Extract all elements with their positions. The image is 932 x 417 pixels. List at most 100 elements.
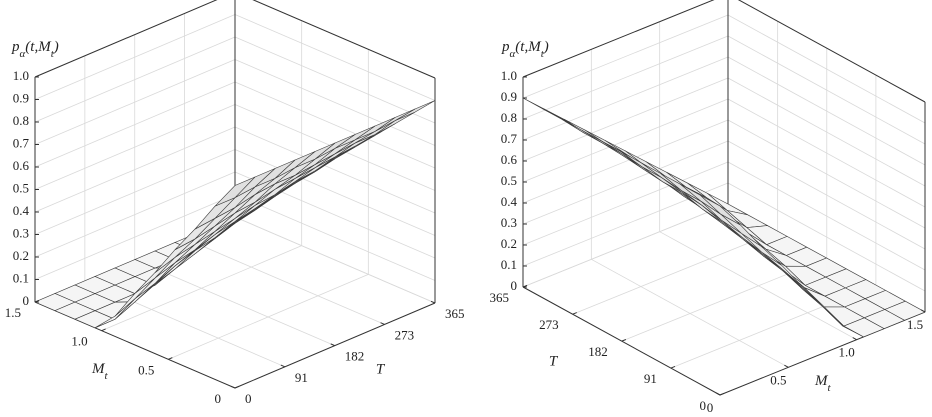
- grid-line: [234, 216, 436, 304]
- grid-line: [591, 258, 789, 368]
- y-tick-label: 0.5: [138, 362, 154, 377]
- tick-mark: [230, 385, 236, 389]
- tick-mark: [522, 284, 528, 288]
- axis-line: [522, 286, 721, 396]
- label-part: ): [543, 39, 549, 55]
- z-tick-label: 0.4: [13, 203, 30, 218]
- label-part: M: [814, 373, 829, 389]
- grid-line: [234, 126, 436, 214]
- grid-line: [572, 230, 778, 315]
- grid-line: [234, 149, 436, 236]
- grid-line: [522, 0, 715, 78]
- tick-mark: [621, 339, 627, 342]
- x-tick-label: 182: [345, 349, 365, 364]
- y-tick-label: 1.0: [839, 345, 855, 360]
- x-tick-label: 182: [588, 344, 608, 359]
- tick-mark: [719, 392, 725, 396]
- z-axis-label: pα(t,Mt): [11, 39, 59, 59]
- tick-mark: [280, 364, 286, 368]
- tick-mark: [852, 337, 857, 341]
- z-tick-label: 0.2: [501, 236, 517, 251]
- label-part: t: [105, 370, 109, 382]
- grid-line: [184, 238, 385, 325]
- y-tick-label: 0: [215, 391, 222, 406]
- x-tick-label: 273: [539, 317, 559, 332]
- z-tick-label: 0.6: [13, 158, 30, 173]
- grid-line: [234, 81, 436, 169]
- y-tick-label: 1.5: [907, 317, 923, 332]
- y-tick-label: 0: [707, 400, 714, 415]
- x-tick-label: 365: [445, 306, 465, 321]
- label-part: α: [510, 48, 516, 60]
- label-part: α: [20, 48, 26, 60]
- axis-line: [252, 0, 436, 79]
- tick-mark: [330, 343, 335, 347]
- grid-line: [522, 161, 729, 246]
- label-part: p: [11, 39, 20, 55]
- tick-mark: [101, 328, 106, 332]
- y-axis-label: Mt: [814, 373, 832, 393]
- z-tick-label: 0.7: [501, 131, 518, 146]
- chart: 0 0.1 0.2 0.3 0.4 0.5 0.6 0.7 0.8 0.9 1.0 0 0.5 1.0 1.…: [5, 0, 465, 406]
- surface-patch: [354, 117, 396, 141]
- z-tick-label: 0.1: [13, 270, 29, 285]
- grid-line: [522, 140, 729, 225]
- z-tick-label: 0.2: [13, 248, 29, 263]
- label-part: (t,M: [515, 39, 542, 55]
- z-axis-label: pα(t,Mt): [501, 39, 549, 59]
- z-tick-label: 0.6: [501, 152, 518, 167]
- z-tick-label: 1.0: [501, 68, 517, 83]
- tick-mark: [234, 385, 240, 389]
- grid-line: [168, 273, 369, 360]
- x-tick-label: 0: [700, 398, 707, 413]
- axis-line: [234, 302, 436, 389]
- axis-line: [522, 0, 715, 78]
- tick-mark: [168, 357, 173, 360]
- grid-line: [234, 59, 436, 146]
- grid-line: [522, 119, 729, 204]
- z-tick-label: 0.8: [13, 113, 29, 128]
- surface-patch: [700, 194, 741, 226]
- z-tick-label: 0.5: [501, 173, 517, 188]
- x-tick-label: 91: [295, 370, 308, 385]
- y-axis-label: Mt: [91, 361, 109, 381]
- surface-patch: [584, 129, 625, 154]
- grid-line: [522, 56, 729, 141]
- label-part: t: [51, 48, 55, 60]
- x-tick-label: 91: [644, 371, 657, 386]
- y-tick-label: 1.5: [5, 305, 21, 320]
- tick-mark: [715, 392, 721, 396]
- x-axis-label: T: [376, 361, 386, 377]
- x-tick-label: 0: [245, 391, 252, 406]
- grid-line: [101, 245, 302, 332]
- label-part: ): [53, 39, 59, 55]
- surface-patch: [394, 100, 436, 121]
- z-tick-label: 0.7: [13, 135, 30, 150]
- z-tick-label: 0: [511, 278, 518, 293]
- z-tick-label: 0.9: [501, 89, 517, 104]
- z-tick-label: 0.5: [13, 180, 29, 195]
- label-part: (t,M: [25, 39, 52, 55]
- z-tick-label: 0.1: [501, 257, 517, 272]
- grid-line: [522, 203, 729, 288]
- label-part: M: [91, 361, 106, 377]
- grid-line: [522, 77, 729, 162]
- tick-mark: [34, 299, 40, 303]
- tick-mark: [572, 312, 577, 315]
- z-tick-label: 1.0: [13, 68, 29, 83]
- label-part: t: [828, 382, 832, 394]
- z-tick-label: 0.4: [501, 194, 518, 209]
- surface-patch: [214, 176, 256, 207]
- grid-line: [234, 14, 436, 101]
- tick-mark: [670, 365, 676, 369]
- tick-mark: [380, 322, 385, 325]
- grid-line: [234, 36, 436, 124]
- label-part: p: [501, 39, 510, 55]
- grid-line: [659, 231, 857, 341]
- x-tick-label: 365: [490, 290, 510, 305]
- grid-line: [522, 14, 729, 99]
- z-tick-label: 0.8: [501, 110, 517, 125]
- y-tick-label: 1.0: [71, 334, 87, 349]
